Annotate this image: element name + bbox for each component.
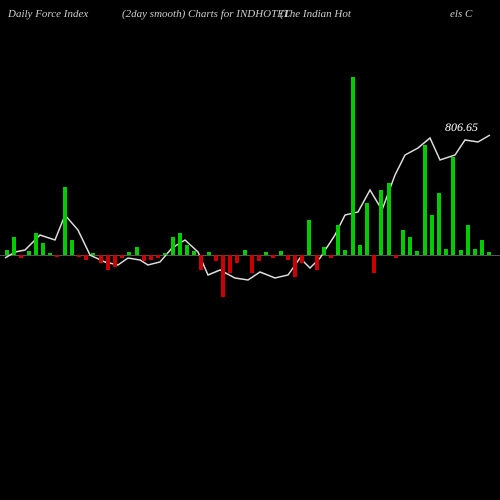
force-bar [127,252,131,255]
force-bar [142,255,146,261]
force-bar [192,251,196,255]
force-bar [387,183,391,255]
force-bar [106,255,110,270]
force-bar [19,255,23,258]
force-bar [178,233,182,255]
force-bar [401,230,405,255]
force-bar [120,255,124,258]
force-bar [286,255,290,260]
force-bar [243,250,247,255]
force-bar [235,255,239,263]
force-bar [315,255,319,270]
force-bar [48,253,52,255]
force-bar [466,225,470,255]
force-bar [250,255,254,273]
force-bar [149,255,153,260]
force-bar [199,255,203,270]
chart-area: 806.65 [0,40,500,480]
force-bar [358,245,362,255]
force-bar [437,193,441,255]
force-bar [12,237,16,255]
force-bar [55,255,59,257]
force-bar [257,255,261,261]
force-bar [329,255,333,258]
force-bar [264,252,268,255]
force-bar [480,240,484,255]
force-bar [41,243,45,255]
force-bar [185,245,189,255]
force-bar [459,250,463,255]
force-bar [221,255,225,297]
force-bar [415,251,419,255]
force-bar [271,255,275,258]
force-bar [99,255,103,263]
force-bar [451,157,455,255]
force-bar [91,253,95,255]
force-bar [34,233,38,255]
force-bar [70,240,74,255]
force-bar [336,225,340,255]
force-bar [156,255,160,258]
force-bar [228,255,232,273]
force-bar [163,253,167,255]
header-text-3: (The Indian Hot [280,8,351,20]
force-bar [343,250,347,255]
force-bar [5,250,9,255]
force-bar [444,249,448,255]
force-bar [27,251,31,255]
force-bar [84,255,88,260]
force-bar [351,77,355,255]
force-bar [423,145,427,255]
force-bar [135,247,139,255]
force-bar [214,255,218,261]
force-bar [430,215,434,255]
header-text-4: els C [450,8,472,20]
force-bar [63,187,67,255]
force-bar [77,255,81,257]
force-bar [408,237,412,255]
price-label: 806.65 [445,120,478,135]
force-bar [372,255,376,273]
force-bar [394,255,398,258]
header-text-2: (2day smooth) Charts for INDHOTEL [122,8,290,20]
force-bar [473,249,477,255]
force-bar [207,252,211,255]
force-bar [113,255,117,267]
force-bar [379,190,383,255]
force-bar [365,203,369,255]
force-bar [300,255,304,263]
header-text-1: Daily Force Index [8,8,88,20]
force-bar [171,237,175,255]
force-bar [293,255,297,277]
force-bar [487,252,491,255]
force-bar [322,247,326,255]
force-bar [279,251,283,255]
force-bar [307,220,311,255]
